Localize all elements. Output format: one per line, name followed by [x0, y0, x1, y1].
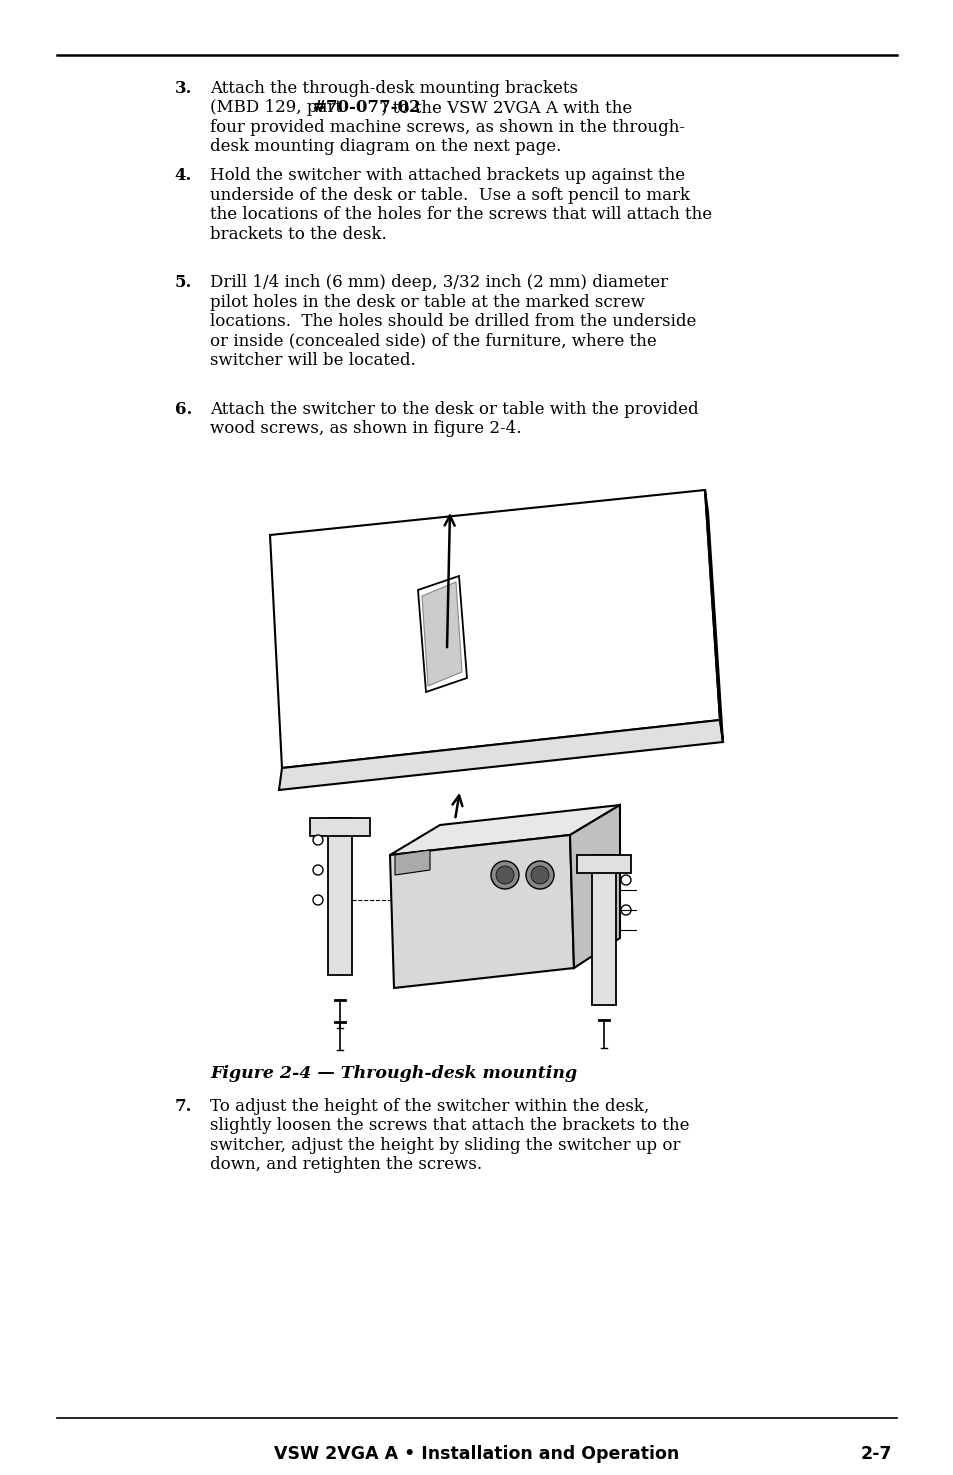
Polygon shape	[328, 819, 352, 975]
Polygon shape	[421, 583, 461, 686]
Text: four provided machine screws, as shown in the through-: four provided machine screws, as shown i…	[210, 119, 684, 136]
Circle shape	[313, 864, 323, 875]
Text: desk mounting diagram on the next page.: desk mounting diagram on the next page.	[210, 139, 560, 155]
Text: switcher will be located.: switcher will be located.	[210, 353, 416, 369]
Circle shape	[313, 835, 323, 845]
Polygon shape	[390, 805, 619, 855]
Polygon shape	[310, 819, 370, 836]
Text: Figure 2-4 — Through-desk mounting: Figure 2-4 — Through-desk mounting	[210, 1065, 577, 1083]
Text: (MBD 129, part: (MBD 129, part	[210, 99, 347, 117]
Polygon shape	[592, 855, 616, 1004]
Circle shape	[491, 861, 518, 889]
Polygon shape	[270, 490, 720, 768]
Text: brackets to the desk.: brackets to the desk.	[210, 226, 386, 243]
Text: 3.: 3.	[174, 80, 192, 97]
Circle shape	[531, 866, 548, 884]
Text: down, and retighten the screws.: down, and retighten the screws.	[210, 1156, 481, 1173]
Polygon shape	[390, 835, 574, 988]
Polygon shape	[569, 805, 619, 968]
Text: locations.  The holes should be drilled from the underside: locations. The holes should be drilled f…	[210, 313, 696, 330]
Text: ) to the VSW 2VGA A with the: ) to the VSW 2VGA A with the	[381, 99, 632, 117]
Circle shape	[496, 866, 514, 884]
Text: 6.: 6.	[174, 401, 192, 417]
Text: 7.: 7.	[174, 1097, 192, 1115]
Text: 5.: 5.	[174, 274, 192, 292]
Text: 2-7: 2-7	[860, 1446, 891, 1463]
Polygon shape	[278, 720, 722, 791]
Text: To adjust the height of the switcher within the desk,: To adjust the height of the switcher wit…	[210, 1097, 649, 1115]
Text: VSW 2VGA A • Installation and Operation: VSW 2VGA A • Installation and Operation	[274, 1446, 679, 1463]
Text: pilot holes in the desk or table at the marked screw: pilot holes in the desk or table at the …	[210, 294, 644, 311]
Circle shape	[313, 895, 323, 906]
Text: underside of the desk or table.  Use a soft pencil to mark: underside of the desk or table. Use a so…	[210, 187, 689, 204]
Text: switcher, adjust the height by sliding the switcher up or: switcher, adjust the height by sliding t…	[210, 1137, 679, 1153]
Text: Attach the switcher to the desk or table with the provided: Attach the switcher to the desk or table…	[210, 401, 698, 417]
Text: 4.: 4.	[174, 168, 192, 184]
Text: Attach the through-desk mounting brackets: Attach the through-desk mounting bracket…	[210, 80, 578, 97]
Circle shape	[525, 861, 554, 889]
Text: the locations of the holes for the screws that will attach the: the locations of the holes for the screw…	[210, 207, 711, 223]
Polygon shape	[577, 855, 630, 873]
Polygon shape	[704, 490, 722, 742]
Text: #70-077-02: #70-077-02	[313, 99, 421, 117]
Text: slightly loosen the screws that attach the brackets to the: slightly loosen the screws that attach t…	[210, 1118, 689, 1134]
Text: or inside (concealed side) of the furniture, where the: or inside (concealed side) of the furnit…	[210, 333, 656, 350]
Polygon shape	[395, 850, 430, 875]
Text: Drill 1/4 inch (6 mm) deep, 3/32 inch (2 mm) diameter: Drill 1/4 inch (6 mm) deep, 3/32 inch (2…	[210, 274, 667, 292]
Text: wood screws, as shown in figure 2-4.: wood screws, as shown in figure 2-4.	[210, 420, 521, 437]
Text: Hold the switcher with attached brackets up against the: Hold the switcher with attached brackets…	[210, 168, 684, 184]
Polygon shape	[417, 577, 467, 692]
Circle shape	[620, 906, 630, 914]
Circle shape	[620, 875, 630, 885]
